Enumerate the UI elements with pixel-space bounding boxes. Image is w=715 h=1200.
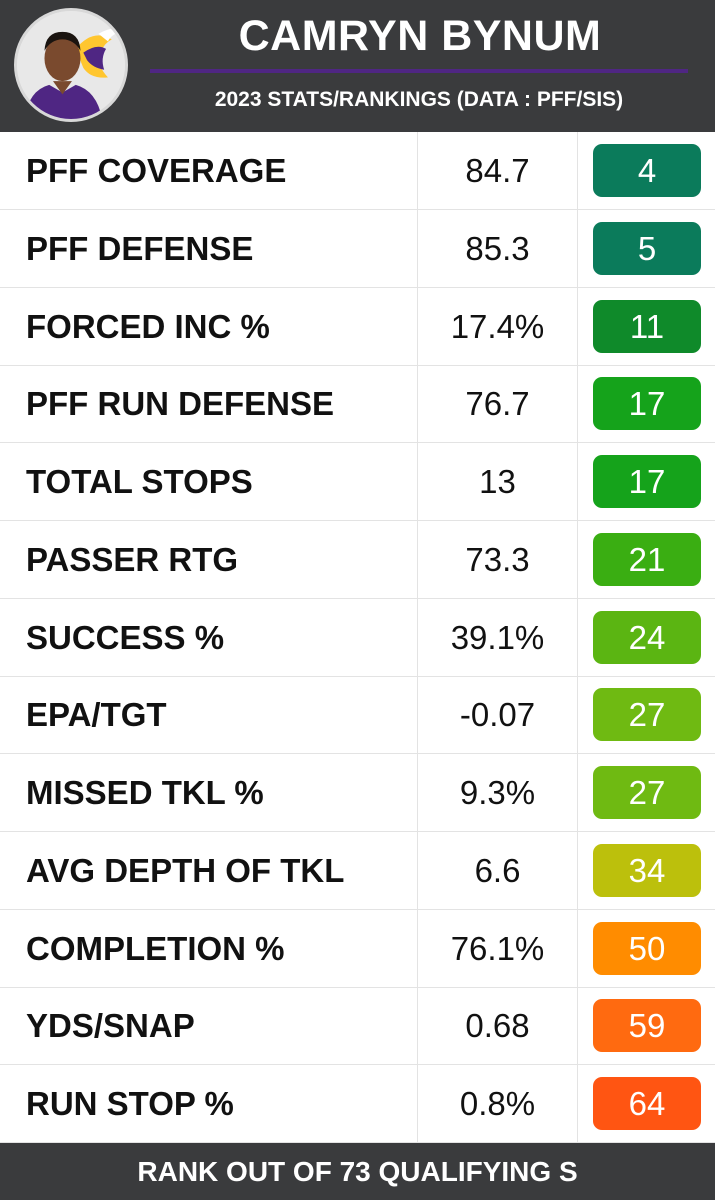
stat-value: 0.8%: [417, 1065, 578, 1144]
stat-label: FORCED INC %: [26, 307, 270, 345]
rank-badge: 21: [593, 532, 701, 586]
stat-label: PASSER RTG: [26, 540, 239, 578]
stat-row: YDS/SNAP 0.68 59: [0, 987, 715, 1066]
avatar-graphic: [17, 11, 125, 119]
stat-value: 84.7: [417, 132, 578, 210]
stat-value: 85.3: [417, 209, 578, 288]
player-headshot-icon: [14, 8, 128, 122]
stat-row: PFF DEFENSE 85.3 5: [0, 209, 715, 288]
stat-label: YDS/SNAP: [26, 1007, 195, 1045]
stat-row: FORCED INC % 17.4% 11: [0, 287, 715, 366]
stat-value: 76.7: [417, 365, 578, 444]
rank-badge: 59: [593, 999, 701, 1053]
rank-badge: 4: [593, 144, 701, 197]
footer-note: RANK OUT OF 73 QUALIFYING S: [0, 1143, 715, 1200]
stat-label: RUN STOP %: [26, 1085, 234, 1123]
stat-row: SUCCESS % 39.1% 24: [0, 598, 715, 677]
stat-label: AVG DEPTH OF TKL: [26, 851, 345, 889]
stat-value: 17.4%: [417, 287, 578, 366]
rank-badge: 64: [593, 1077, 701, 1131]
stat-label: PFF DEFENSE: [26, 229, 254, 267]
stat-value: 0.68: [417, 987, 578, 1066]
stat-value: -0.07: [417, 676, 578, 755]
stat-row: COMPLETION % 76.1% 50: [0, 909, 715, 988]
rank-badge: 24: [593, 610, 701, 664]
player-name: CAMRYN BYNUM: [238, 12, 602, 60]
rank-badge: 17: [593, 455, 701, 509]
stat-value: 6.6: [417, 831, 578, 910]
stats-table: PFF COVERAGE 84.7 4 PFF DEFENSE 85.3 5 FORCED …: [0, 132, 715, 1144]
stat-value: 76.1%: [417, 909, 578, 988]
title-divider: [150, 69, 688, 73]
subtitle: 2023 STATS/RANKINGS (DATA : PFF/SIS): [214, 88, 624, 111]
stat-row: RUN STOP % 0.8% 64: [0, 1065, 715, 1144]
rank-badge: 11: [593, 299, 701, 353]
header: CAMRYN BYNUM 2023 STATS/RANKINGS (DATA :…: [0, 0, 715, 132]
stat-label: PFF COVERAGE: [26, 152, 287, 189]
stat-row: AVG DEPTH OF TKL 6.6 34: [0, 831, 715, 910]
stat-label: SUCCESS %: [26, 618, 225, 656]
rank-badge: 50: [593, 921, 701, 975]
stat-label: TOTAL STOPS: [26, 463, 253, 501]
stat-value: 73.3: [417, 520, 578, 599]
stat-label: COMPLETION %: [26, 929, 285, 967]
rank-badge: 34: [593, 843, 701, 897]
stat-row: MISSED TKL % 9.3% 27: [0, 754, 715, 833]
stat-row: TOTAL STOPS 13 17: [0, 443, 715, 522]
stat-row: PFF COVERAGE 84.7 4: [0, 132, 715, 210]
stat-label: MISSED TKL %: [26, 774, 264, 812]
stat-value: 39.1%: [417, 598, 578, 677]
rank-badge: 27: [593, 688, 701, 742]
rank-badge: 27: [593, 766, 701, 820]
stat-row: PASSER RTG 73.3 21: [0, 520, 715, 599]
stat-value: 9.3%: [417, 754, 578, 833]
stat-row: PFF RUN DEFENSE 76.7 17: [0, 365, 715, 444]
stat-label: PFF RUN DEFENSE: [26, 385, 335, 423]
stat-value: 13: [417, 443, 578, 522]
rank-badge: 17: [593, 377, 701, 431]
stat-label: EPA/TGT: [26, 696, 167, 734]
rank-badge: 5: [593, 221, 701, 275]
stat-row: EPA/TGT -0.07 27: [0, 676, 715, 755]
